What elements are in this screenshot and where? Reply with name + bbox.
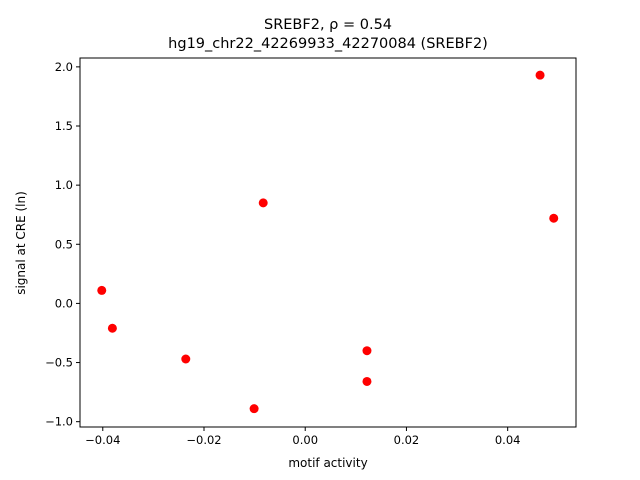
- y-tick-label: 0.0: [55, 296, 73, 310]
- scatter-point: [362, 376, 372, 386]
- data-points: [97, 70, 559, 414]
- y-tick-label: −0.5: [45, 356, 73, 370]
- scatter-point: [249, 404, 259, 414]
- y-tick-label: −1.0: [45, 415, 73, 429]
- x-tick-label: 0.04: [495, 433, 521, 447]
- plot-frame: [79, 57, 577, 428]
- y-tick-label: 1.5: [55, 119, 73, 133]
- y-axis-ticks: −1.0 −0.5 0.0 0.5 1.0 1.5 2.0: [45, 60, 80, 429]
- y-axis-label: signal at CRE (ln): [14, 191, 28, 295]
- x-tick-label: −0.02: [186, 433, 221, 447]
- x-axis-label: motif activity: [288, 456, 367, 470]
- x-axis-ticks: −0.04 −0.02 0.00 0.02 0.04: [85, 427, 520, 447]
- y-tick-label: 2.0: [55, 60, 73, 74]
- scatter-point: [181, 354, 191, 364]
- x-tick-label: 0.00: [292, 433, 318, 447]
- scatter-point: [549, 213, 559, 223]
- x-tick-label: −0.04: [85, 433, 120, 447]
- scatter-point: [107, 323, 117, 333]
- scatter-point: [362, 346, 372, 356]
- scatter-point: [535, 70, 545, 80]
- chart-title: SREBF2, ρ = 0.54: [264, 17, 392, 33]
- scatter-point: [258, 198, 268, 208]
- y-tick-label: 0.5: [55, 237, 73, 251]
- chart-subtitle: hg19_chr22_42269933_42270084 (SREBF2): [168, 36, 488, 52]
- scatter-point: [97, 285, 107, 295]
- y-tick-label: 1.0: [55, 178, 73, 192]
- x-tick-label: 0.02: [394, 433, 420, 447]
